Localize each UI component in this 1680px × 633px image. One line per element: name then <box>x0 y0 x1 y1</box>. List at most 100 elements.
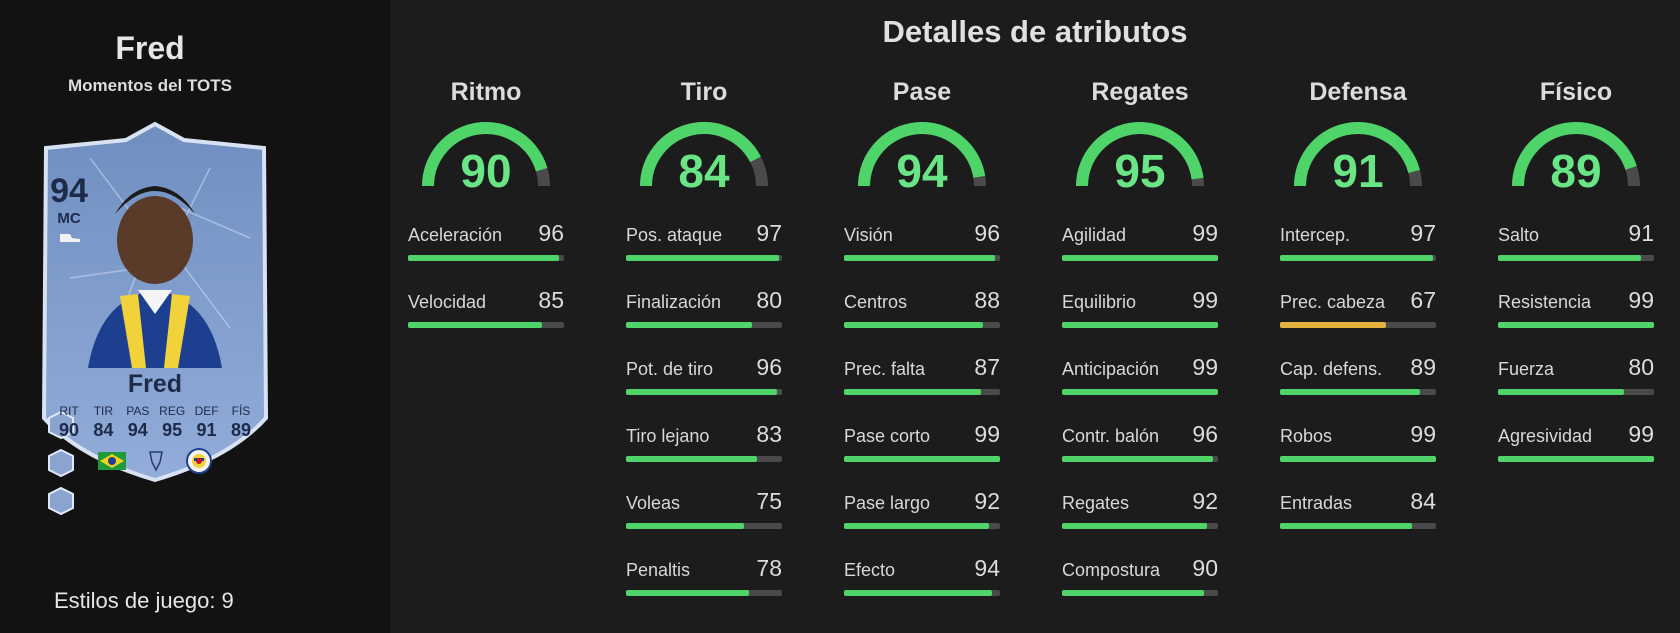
attribute-bar-fill <box>1062 389 1218 395</box>
gauge-arc <box>858 122 986 187</box>
attribute-bar <box>844 322 1000 328</box>
card-rating: 94 <box>50 172 88 210</box>
attribute-value: 96 <box>538 220 564 246</box>
attribute-bar-fill <box>626 322 753 328</box>
league-logo-icon <box>149 451 163 472</box>
attribute-item: Salto 91 <box>1498 220 1654 287</box>
attribute-value: 90 <box>1192 555 1218 581</box>
category-name: Ritmo <box>450 78 522 106</box>
gauge-fill <box>422 122 548 187</box>
card-stat: PAS 94 <box>121 404 155 441</box>
brazil-flag-icon <box>98 452 126 470</box>
category-name: Tiro <box>680 78 728 106</box>
attribute-item: Aceleración 96 <box>408 220 564 287</box>
player-card[interactable]: 94 MC Fred RIT 90 TIR 84 PAS 94 REG 95 DEF 91… <box>30 118 280 516</box>
attribute-item: Pot. de tiro 96 <box>626 354 782 421</box>
attribute-bar <box>1280 389 1436 395</box>
playstyle-badge-icon <box>48 448 74 478</box>
attribute-item: Equilibrio 99 <box>1062 287 1218 354</box>
attribute-name: Aceleración <box>408 225 503 245</box>
attribute-bar <box>408 255 564 261</box>
attribute-bar <box>626 389 782 395</box>
attribute-value: 80 <box>756 287 782 313</box>
playstyle-badge-icon <box>48 486 74 516</box>
attribute-bar-fill <box>844 590 993 596</box>
attribute-name: Resistencia <box>1498 292 1592 312</box>
attribute-bar-fill <box>1280 255 1433 261</box>
card-stat-value: 84 <box>93 420 114 440</box>
gauge-fill <box>858 122 986 187</box>
attribute-bar-fill <box>626 523 745 529</box>
category-3: Regates 95 Agilidad 99 Equilibrio 99 Anticipac… <box>1062 78 1218 622</box>
playstyles-value: 9 <box>221 588 234 613</box>
category-value: 90 <box>460 145 512 197</box>
attribute-name: Velocidad <box>408 292 487 312</box>
attribute-bar <box>1280 322 1436 328</box>
attribute-name: Efecto <box>844 560 896 580</box>
card-version: Momentos del TOTS <box>67 76 233 95</box>
category-value: 89 <box>1550 145 1602 197</box>
attribute-bar-fill <box>1280 456 1436 462</box>
page-title: Detalles de atributos <box>882 14 1188 49</box>
category-value: 84 <box>678 145 730 197</box>
attribute-value: 83 <box>756 421 782 447</box>
boot-icon <box>60 234 80 242</box>
category-value: 95 <box>1114 145 1166 197</box>
attribute-name: Agresividad <box>1498 426 1593 446</box>
attribute-value: 96 <box>974 220 1000 246</box>
gauge-fill <box>1512 122 1637 187</box>
attribute-name: Salto <box>1498 225 1540 245</box>
attribute-value: 67 <box>1410 287 1436 313</box>
attribute-bar <box>1062 322 1218 328</box>
attribute-item: Compostura 90 <box>1062 555 1218 622</box>
gauge-arc <box>1076 122 1204 187</box>
attribute-name: Pot. de tiro <box>626 359 714 379</box>
attribute-bar-fill <box>626 456 757 462</box>
attribute-bar-fill <box>844 456 1000 462</box>
attribute-bar <box>1280 456 1436 462</box>
attribute-bar <box>1062 255 1218 261</box>
player-name: Fred <box>115 30 185 66</box>
attribute-name: Pase corto <box>844 426 931 446</box>
attribute-item: Finalización 80 <box>626 287 782 354</box>
attribute-value: 94 <box>974 555 1000 581</box>
card-stat-value: 94 <box>127 420 148 440</box>
category-value: 94 <box>896 145 948 197</box>
attribute-value: 88 <box>974 287 1000 313</box>
card-stat: REG 95 <box>155 404 189 441</box>
attribute-item: Voleas 75 <box>626 488 782 555</box>
category-gauge: 89 <box>1498 120 1654 202</box>
attribute-item: Penaltis 78 <box>626 555 782 622</box>
attribute-name: Prec. cabeza <box>1280 292 1386 312</box>
attribute-name: Voleas <box>626 493 681 513</box>
attribute-value: 99 <box>1628 287 1654 313</box>
attribute-value: 75 <box>756 488 782 514</box>
attribute-list: Visión 96 Centros 88 Prec. falta 87 Pase corto… <box>844 220 1000 622</box>
category-1: Tiro 84 Pos. ataque 97 Finalización 80 Pot. de… <box>626 78 782 622</box>
attribute-name: Tiro lejano <box>626 426 710 446</box>
card-stat-value: 89 <box>230 420 251 440</box>
card-stat-label: RIT <box>59 404 79 418</box>
attribute-bar <box>1498 456 1654 462</box>
club-badge-icon <box>186 448 212 474</box>
attribute-bar-fill <box>1498 322 1654 328</box>
attribute-bar <box>1498 322 1654 328</box>
attribute-bar <box>1062 456 1218 462</box>
attribute-value: 89 <box>1410 354 1436 380</box>
card-stat-value: 95 <box>162 420 183 440</box>
attribute-list: Agilidad 99 Equilibrio 99 Anticipación 99 Cont… <box>1062 220 1218 622</box>
attribute-value: 84 <box>1410 488 1436 514</box>
category-gauge: 90 <box>408 120 564 202</box>
attribute-item: Resistencia 99 <box>1498 287 1654 354</box>
card-stat-value: 91 <box>196 420 217 440</box>
attribute-value: 85 <box>538 287 564 313</box>
category-name: Defensa <box>1309 78 1407 106</box>
card-player-name: Fred <box>127 370 183 398</box>
playstyle-badge-icon <box>48 410 74 440</box>
attribute-item: Visión 96 <box>844 220 1000 287</box>
attribute-list: Salto 91 Resistencia 99 Fuerza 80 Agresividad 9… <box>1498 220 1654 488</box>
attribute-bar <box>1498 389 1654 395</box>
attribute-value: 91 <box>1628 220 1654 246</box>
card-stat: TIR 84 <box>86 404 120 441</box>
attribute-bar-fill <box>408 255 560 261</box>
